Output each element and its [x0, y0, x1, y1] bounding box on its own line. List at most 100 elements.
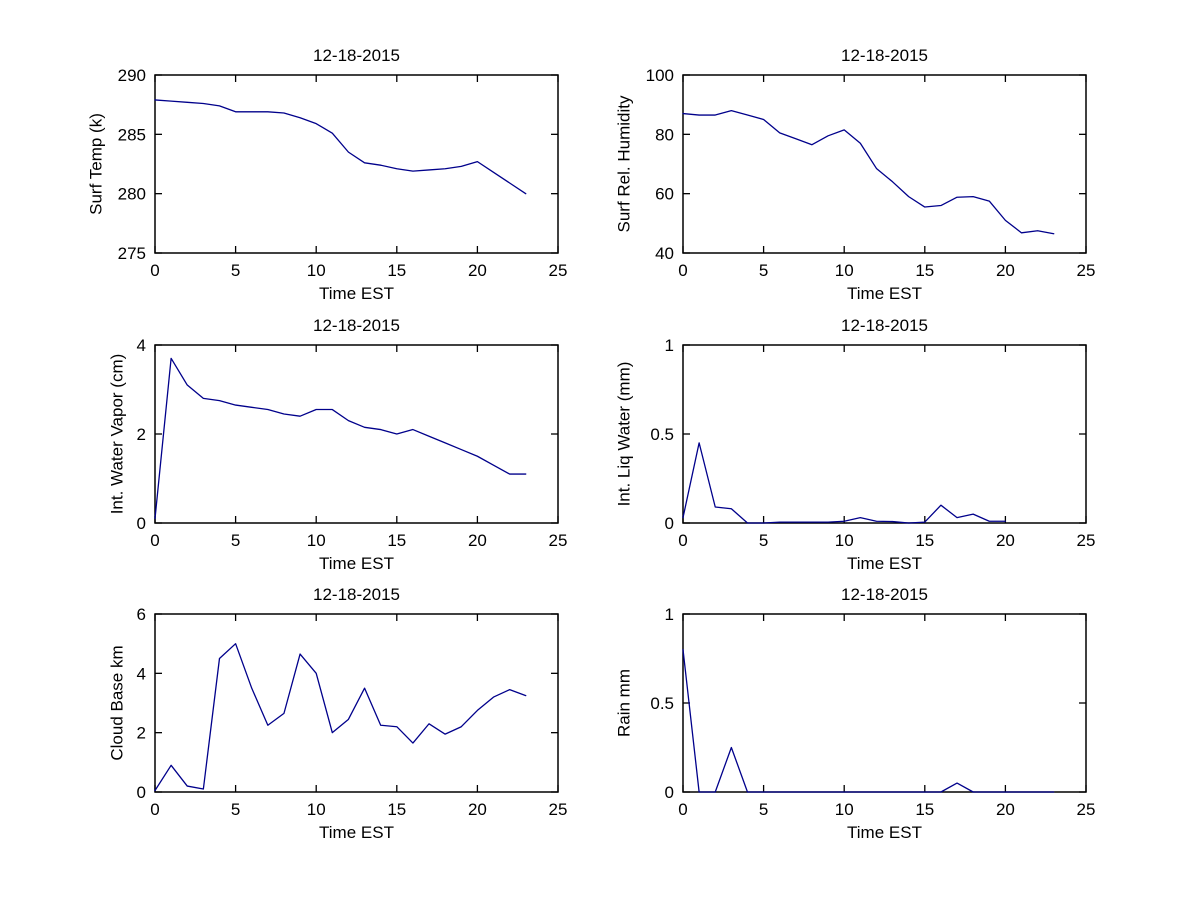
x-tick-label: 25 [1077, 800, 1096, 819]
x-tick-label: 15 [915, 531, 934, 550]
x-tick-label: 15 [387, 800, 406, 819]
plot-title: 12-18-2015 [841, 585, 928, 604]
x-tick-label: 25 [549, 531, 568, 550]
x-tick-label: 15 [387, 531, 406, 550]
x-tick-label: 25 [549, 800, 568, 819]
plot-title: 12-18-2015 [841, 316, 928, 335]
plot-title: 12-18-2015 [313, 585, 400, 604]
x-tick-label: 10 [835, 531, 854, 550]
y-tick-label: 0 [665, 783, 674, 802]
y-tick-label: 60 [655, 185, 674, 204]
x-axis-label: Time EST [319, 554, 394, 570]
x-axis-label: Time EST [319, 284, 394, 300]
x-tick-label: 15 [915, 800, 934, 819]
axes-box [682, 344, 1087, 524]
data-line [682, 442, 1007, 524]
y-tick-label: 0 [137, 783, 146, 802]
y-tick-label: 100 [646, 66, 674, 85]
y-tick-label: 0 [665, 514, 674, 533]
x-tick-label: 20 [468, 531, 487, 550]
x-axis-label: Time EST [319, 823, 394, 839]
y-axis-label: Surf Rel. Humidity [615, 95, 634, 232]
x-tick-label: 0 [678, 531, 687, 550]
x-tick-label: 5 [759, 261, 768, 280]
x-axis-label: Time EST [847, 554, 922, 570]
x-tick-label: 5 [759, 531, 768, 550]
x-tick-label: 15 [915, 261, 934, 280]
x-tick-label: 20 [468, 261, 487, 280]
axes-cloud-base-km: 0 5 10 15 20 25 0 2 4 6 12-18-2015 Time EST Cloud Ba… [108, 585, 568, 839]
y-axis-label: Cloud Base km [108, 645, 127, 760]
axes-box [682, 74, 1087, 254]
x-tick-label: 0 [150, 800, 159, 819]
y-tick-label: 2 [137, 425, 146, 444]
subplot-cloud-base: 0 5 10 15 20 25 0 2 4 6 12-18-2015 Time EST Cloud Ba… [0, 539, 600, 839]
subplot-int-water-vapor: 0 5 10 15 20 25 0 2 4 12-18-2015 Time EST Int. Wate… [0, 270, 600, 570]
data-line [154, 643, 527, 792]
y-axis-label: Int. Water Vapor (cm) [108, 354, 127, 515]
data-line [682, 109, 1055, 235]
y-axis-label: Surf Temp (k) [87, 113, 106, 215]
x-tick-label: 0 [678, 800, 687, 819]
x-tick-label: 10 [307, 261, 326, 280]
y-tick-label: 0.5 [650, 694, 674, 713]
y-tick-label: 2 [137, 724, 146, 743]
axes-box [154, 344, 559, 524]
y-tick-label: 4 [137, 336, 146, 355]
plot-title: 12-18-2015 [841, 46, 928, 65]
subplot-surf-rel-humidity: 0 5 10 15 20 25 40 60 80 100 12-18-2015 Time EST Sur… [528, 0, 1128, 300]
plot-title: 12-18-2015 [313, 46, 400, 65]
data-line [682, 648, 1055, 793]
axes-rain-mm: 0 5 10 15 20 25 0 0.5 1 12-18-2015 Time EST Rain mm [615, 585, 1096, 839]
x-tick-label: 20 [996, 261, 1015, 280]
x-tick-label: 20 [996, 531, 1015, 550]
subplot-int-liq-water: 0 5 10 15 20 25 0 0.5 1 12-18-2015 Time EST Int. Li… [528, 270, 1128, 570]
axes-box [682, 613, 1087, 793]
plot-title: 12-18-2015 [313, 316, 400, 335]
y-axis-label: Rain mm [615, 669, 634, 737]
x-tick-label: 10 [835, 800, 854, 819]
x-axis-label: Time EST [847, 284, 922, 300]
x-tick-label: 25 [1077, 261, 1096, 280]
axes-surf-rel-humidity: 0 5 10 15 20 25 40 60 80 100 12-18-2015 Time EST Sur… [615, 46, 1096, 300]
y-tick-label: 0 [137, 514, 146, 533]
y-tick-label: 275 [118, 244, 146, 263]
x-tick-label: 5 [231, 261, 240, 280]
y-tick-label: 0.5 [650, 425, 674, 444]
x-tick-label: 0 [678, 261, 687, 280]
y-tick-label: 6 [137, 605, 146, 624]
x-tick-label: 25 [549, 261, 568, 280]
y-tick-label: 80 [655, 125, 674, 144]
y-tick-label: 1 [665, 336, 674, 355]
x-tick-label: 10 [307, 800, 326, 819]
y-tick-label: 285 [118, 125, 146, 144]
axes-int-liq-water-mm-: 0 5 10 15 20 25 0 0.5 1 12-18-2015 Time EST Int. Li… [615, 316, 1096, 570]
x-tick-label: 5 [231, 800, 240, 819]
axes-surf-temp-k-: 0 5 10 15 20 25 275 280 285 290 12-18-2015 Time EST… [87, 46, 568, 300]
x-tick-label: 5 [231, 531, 240, 550]
y-tick-label: 40 [655, 244, 674, 263]
axes-box [154, 74, 559, 254]
subplot-rain: 0 5 10 15 20 25 0 0.5 1 12-18-2015 Time EST Rain mm [528, 539, 1128, 839]
x-tick-label: 0 [150, 261, 159, 280]
y-tick-label: 280 [118, 185, 146, 204]
x-tick-label: 25 [1077, 531, 1096, 550]
axes-int-water-vapor-cm-: 0 5 10 15 20 25 0 2 4 12-18-2015 Time EST Int. Wate… [108, 316, 568, 570]
data-line [154, 99, 527, 195]
axes-box [154, 613, 559, 793]
x-axis-label: Time EST [847, 823, 922, 839]
x-tick-label: 20 [996, 800, 1015, 819]
data-line [154, 357, 527, 520]
y-tick-label: 4 [137, 664, 146, 683]
x-tick-label: 10 [835, 261, 854, 280]
x-tick-label: 15 [387, 261, 406, 280]
x-tick-label: 20 [468, 800, 487, 819]
x-tick-label: 5 [759, 800, 768, 819]
subplot-surf-temp: 0 5 10 15 20 25 275 280 285 290 12-18-2015 Time EST… [0, 0, 600, 300]
y-tick-label: 1 [665, 605, 674, 624]
y-axis-label: Int. Liq Water (mm) [615, 362, 634, 507]
x-tick-label: 0 [150, 531, 159, 550]
y-tick-label: 290 [118, 66, 146, 85]
x-tick-label: 10 [307, 531, 326, 550]
